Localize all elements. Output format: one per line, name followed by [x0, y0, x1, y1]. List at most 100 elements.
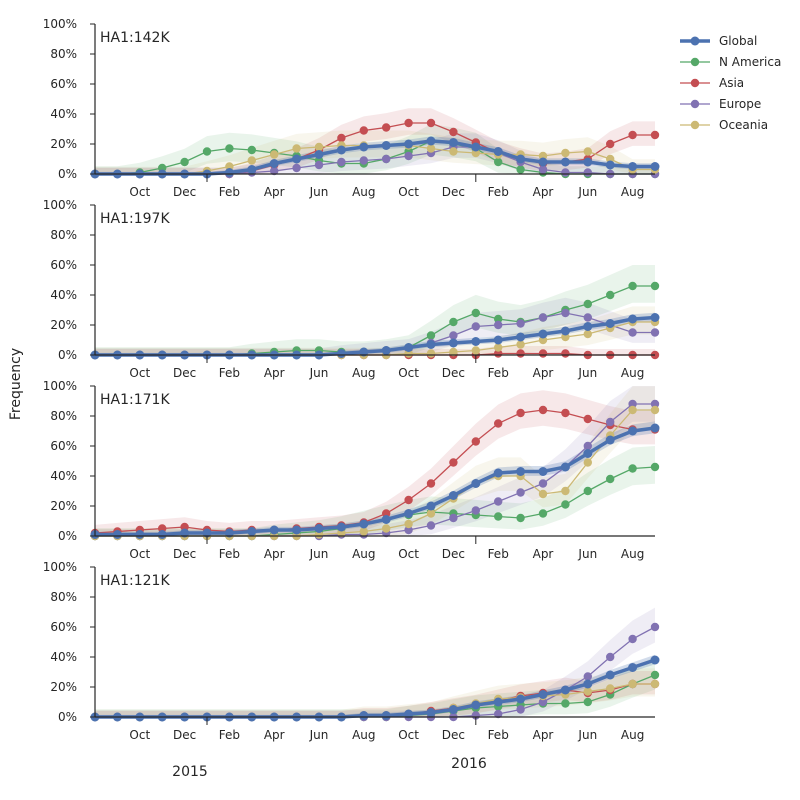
y-tick-label: 40% — [50, 650, 77, 664]
data-point-global — [112, 530, 122, 539]
data-point-europe — [292, 163, 301, 173]
data-point-europe — [628, 399, 637, 409]
data-point-oceania — [359, 527, 368, 536]
data-point-global — [560, 462, 570, 472]
x-tick-label: Aug — [352, 547, 375, 561]
data-point-europe — [606, 417, 615, 427]
y-tick-label: 60% — [50, 620, 77, 634]
data-point-global — [493, 697, 503, 707]
data-point-global — [404, 709, 414, 719]
x-tick-label: Oct — [129, 547, 150, 561]
y-tick-label: 60% — [50, 439, 77, 453]
data-point-global — [448, 338, 458, 348]
y-tick-label: 80% — [50, 590, 77, 604]
data-point-europe — [494, 497, 503, 506]
data-point-global — [538, 467, 548, 476]
data-point-europe — [650, 622, 660, 632]
data-point-global — [336, 349, 346, 358]
data-point-europe — [606, 652, 615, 662]
data-point-asia — [382, 123, 391, 132]
band-europe — [95, 297, 655, 355]
data-point-n-america — [538, 509, 548, 518]
year-label-2015: 2015 — [172, 764, 208, 780]
data-point-global — [516, 694, 526, 704]
y-tick-label: 100% — [43, 17, 77, 31]
y-tick-label: 20% — [50, 318, 77, 332]
data-point-global — [493, 147, 503, 156]
band-n-america — [95, 124, 655, 174]
data-point-global — [560, 157, 570, 167]
data-point-global — [538, 157, 548, 167]
data-point-asia — [449, 458, 458, 467]
band-europe — [95, 133, 655, 174]
data-point-global — [628, 314, 638, 324]
x-tick-label: Apr — [264, 728, 285, 742]
data-point-asia — [471, 437, 480, 446]
data-point-oceania — [583, 687, 592, 696]
data-point-asia — [561, 349, 570, 358]
band-oceania — [95, 130, 655, 174]
y-tick-label: 100% — [43, 198, 77, 212]
data-point-n-america — [426, 331, 436, 340]
uncertainty-bands — [95, 108, 655, 174]
data-point-n-america — [628, 281, 637, 291]
data-point-global — [583, 322, 593, 331]
y-tick-label: 0% — [58, 710, 77, 724]
data-point-oceania — [561, 486, 570, 496]
data-point-global — [269, 525, 279, 535]
year-label-2016: 2016 — [451, 756, 487, 772]
x-tick-label: Jun — [309, 547, 329, 561]
data-point-oceania — [404, 519, 413, 529]
panel-1: 0% 20% 40% 60% 80% 100% Oct Dec Feb Apr Jun Aug Oct D… — [43, 17, 660, 199]
data-point-global — [404, 139, 414, 149]
x-tick-label: Jun — [577, 366, 597, 380]
data-point-n-america — [650, 462, 660, 472]
x-tick-label: Oct — [398, 547, 419, 561]
data-point-europe — [583, 672, 592, 681]
x-tick-label: Aug — [352, 728, 375, 742]
x-tick-label: Apr — [264, 366, 285, 380]
data-point-global — [605, 319, 615, 328]
data-point-n-america — [606, 474, 615, 484]
panel-title: HA1:171K — [100, 392, 170, 408]
data-point-oceania — [426, 349, 436, 358]
data-point-global — [650, 162, 660, 171]
data-point-asia — [426, 118, 436, 128]
panel-title: HA1:121K — [100, 573, 170, 589]
data-point-europe — [650, 399, 660, 409]
x-tick-label: Jun — [577, 547, 597, 561]
data-point-europe — [449, 513, 458, 523]
data-point-global — [628, 162, 638, 171]
data-point-global — [605, 160, 615, 170]
data-point-europe — [650, 328, 660, 337]
data-point-global — [404, 343, 414, 352]
data-point-europe — [359, 156, 368, 165]
y-tick-label: 0% — [58, 167, 77, 181]
data-point-n-america — [561, 500, 570, 509]
data-point-global — [448, 491, 458, 500]
data-point-europe — [270, 166, 279, 176]
data-point-europe — [404, 525, 413, 535]
data-point-global — [471, 700, 481, 710]
data-point-n-america — [606, 290, 615, 300]
data-point-global — [404, 509, 414, 518]
data-point-asia — [516, 408, 525, 418]
legend-label: N America — [719, 55, 781, 69]
uncertainty-bands — [95, 607, 655, 717]
data-point-global — [247, 165, 257, 174]
x-tick-label: Oct — [129, 366, 150, 380]
data-point-n-america — [202, 147, 212, 156]
data-point-europe — [314, 160, 324, 170]
data-point-global — [605, 435, 615, 445]
data-point-europe — [516, 705, 525, 714]
x-tick-label: Dec — [173, 366, 196, 380]
x-tick-label: Oct — [398, 728, 419, 742]
data-point-global — [359, 347, 369, 357]
x-tick-label: Apr — [533, 366, 554, 380]
data-point-n-america — [494, 157, 503, 167]
data-point-global — [516, 332, 526, 342]
data-point-europe — [449, 331, 458, 340]
data-point-n-america — [650, 670, 660, 680]
data-point-europe — [404, 151, 413, 161]
legend-entry-n-america: N America — [680, 55, 781, 69]
